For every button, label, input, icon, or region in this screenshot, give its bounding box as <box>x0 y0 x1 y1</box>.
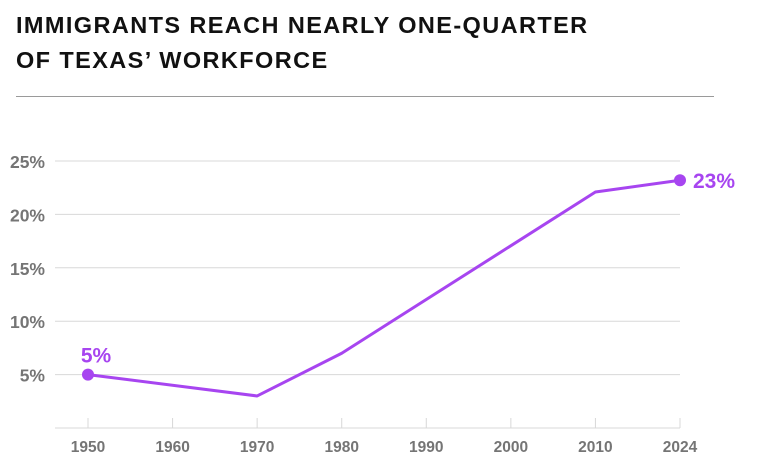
chart-title-line-2: OF TEXAS’ WORKFORCE <box>16 47 329 73</box>
y-tick-label: 5% <box>20 366 46 386</box>
chart-title-line-1: IMMIGRANTS REACH NEARLY ONE-QUARTER <box>16 12 589 38</box>
x-tick-label: 2010 <box>578 439 612 456</box>
y-tick-label: 25% <box>10 152 45 172</box>
series-line <box>86 178 682 398</box>
y-tick-label: 10% <box>10 312 45 332</box>
x-tick-label: 2000 <box>494 439 528 456</box>
x-tick-label: 1980 <box>324 439 358 456</box>
y-tick-label: 20% <box>10 205 45 225</box>
x-tick-label: 1960 <box>155 439 189 456</box>
x-tick-label: 2024 <box>663 439 698 456</box>
data-label: 5% <box>81 345 112 368</box>
data-label: 23% <box>693 170 735 193</box>
x-tick-label: 1950 <box>71 439 105 456</box>
data-point-marker <box>82 368 94 381</box>
y-tick-label: 15% <box>10 259 45 279</box>
x-tick-label: 1990 <box>409 439 443 456</box>
x-tick-label: 1970 <box>240 439 274 456</box>
title-divider <box>16 96 714 97</box>
chart-title: IMMIGRANTS REACH NEARLY ONE-QUARTER OF T… <box>16 8 589 78</box>
data-point-marker <box>674 174 686 187</box>
